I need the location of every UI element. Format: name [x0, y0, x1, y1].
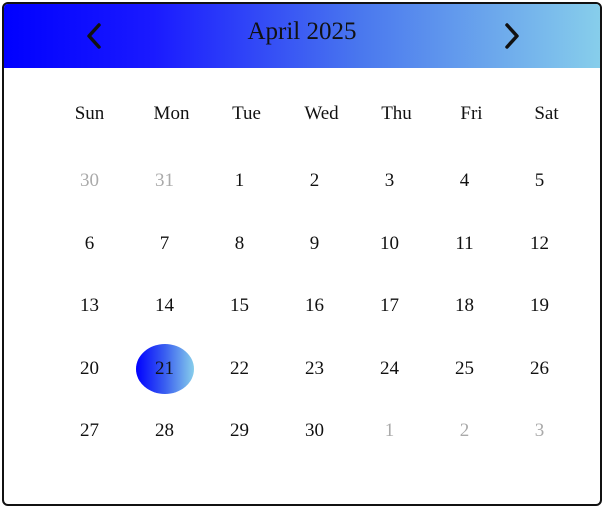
day-number: 21: [155, 357, 174, 379]
day-number: 27: [80, 420, 99, 442]
day-number: 9: [309, 232, 320, 254]
weekday-label: Sat: [534, 103, 559, 124]
day-number: 30: [80, 170, 99, 192]
day-cell[interactable]: 9: [277, 233, 352, 255]
day-cell[interactable]: 15: [202, 295, 277, 317]
day-cell[interactable]: 20: [52, 358, 127, 380]
day-number: 12: [530, 232, 549, 254]
day-cell[interactable]: 2: [427, 420, 502, 442]
day-number: 23: [305, 357, 324, 379]
next-month-button[interactable]: [494, 16, 530, 56]
day-cell[interactable]: 29: [202, 420, 277, 442]
day-number: 16: [305, 295, 324, 317]
day-number: 18: [455, 295, 474, 317]
day-cell[interactable]: 7: [127, 233, 202, 255]
weekday-label: Thu: [381, 103, 412, 124]
day-number: 4: [459, 170, 470, 192]
week-row: 27 28 29 30 1 2 3: [52, 400, 579, 463]
day-cell[interactable]: 28: [127, 420, 202, 442]
day-number: 29: [230, 420, 249, 442]
prev-month-button[interactable]: [76, 16, 112, 56]
day-number: 24: [380, 357, 399, 379]
day-cell[interactable]: 1: [352, 420, 427, 442]
day-cell[interactable]: 22: [202, 358, 277, 380]
day-number: 17: [380, 295, 399, 317]
day-cell[interactable]: 3: [352, 170, 427, 192]
weekday-label: Mon: [153, 103, 190, 124]
day-cell-selected[interactable]: 21: [127, 343, 202, 394]
weekday-label: Wed: [304, 103, 339, 124]
day-number: 13: [80, 295, 99, 317]
day-cell[interactable]: 16: [277, 295, 352, 317]
week-row: 30 31 1 2 3 4 5: [52, 150, 579, 213]
day-number: 5: [534, 170, 545, 192]
week-row: 6 7 8 9 10 11 12: [52, 213, 579, 276]
day-cell[interactable]: 4: [427, 170, 502, 192]
day-cell[interactable]: 1: [202, 170, 277, 192]
day-number: 2: [459, 420, 470, 442]
calendar-grid: Sun Mon Tue Wed Thu Fri Sat 30 31 1 2 3 4 5 6 7 8…: [52, 68, 579, 463]
day-cell[interactable]: 11: [427, 233, 502, 255]
weekday-label: Fri: [460, 103, 483, 124]
day-cell[interactable]: 14: [127, 295, 202, 317]
week-row: 13 14 15 16 17 18 19: [52, 275, 579, 338]
month-title: April 2025: [247, 18, 357, 45]
day-number: 6: [84, 232, 95, 254]
day-cell[interactable]: 19: [502, 295, 577, 317]
chevron-left-icon: [87, 23, 101, 49]
day-number: 7: [159, 232, 170, 254]
day-number: 1: [384, 420, 395, 442]
day-cell[interactable]: 30: [277, 420, 352, 442]
day-number: 26: [530, 357, 549, 379]
day-cell[interactable]: 27: [52, 420, 127, 442]
day-cell[interactable]: 3: [502, 420, 577, 442]
day-cell[interactable]: 5: [502, 170, 577, 192]
day-cell[interactable]: 8: [202, 233, 277, 255]
day-number: 22: [230, 357, 249, 379]
day-cell[interactable]: 26: [502, 358, 577, 380]
day-number: 30: [305, 420, 324, 442]
day-cell[interactable]: 13: [52, 295, 127, 317]
calendar-header: April 2025: [4, 4, 600, 68]
day-cell[interactable]: 30: [52, 170, 127, 192]
day-number: 25: [455, 357, 474, 379]
weekday-label: Sun: [74, 103, 105, 124]
day-number: 3: [534, 420, 545, 442]
day-number: 11: [455, 232, 474, 254]
day-cell[interactable]: 12: [502, 233, 577, 255]
day-number: 10: [380, 232, 399, 254]
day-cell[interactable]: 23: [277, 358, 352, 380]
day-number: 3: [384, 170, 395, 192]
day-cell[interactable]: 10: [352, 233, 427, 255]
day-cell[interactable]: 25: [427, 358, 502, 380]
day-cell[interactable]: 17: [352, 295, 427, 317]
weekday-label: Tue: [232, 103, 261, 124]
weekday-row: Sun Mon Tue Wed Thu Fri Sat: [52, 94, 579, 134]
day-number: 8: [234, 232, 245, 254]
day-number: 14: [155, 295, 174, 317]
day-cell[interactable]: 18: [427, 295, 502, 317]
chevron-right-icon: [505, 23, 519, 49]
day-cell[interactable]: 6: [52, 233, 127, 255]
day-number: 28: [155, 420, 174, 442]
day-cell[interactable]: 31: [127, 170, 202, 192]
weeks-container: 30 31 1 2 3 4 5 6 7 8 9 10 11 12 13 14 15 16 17 18 19 20 21 22 2…: [52, 150, 579, 463]
day-number: 19: [530, 295, 549, 317]
day-number: 20: [80, 357, 99, 379]
day-number: 31: [155, 170, 174, 192]
week-row: 20 21 22 23 24 25 26: [52, 338, 579, 401]
day-cell[interactable]: 2: [277, 170, 352, 192]
day-number: 15: [230, 295, 249, 317]
day-number: 2: [309, 170, 320, 192]
day-cell[interactable]: 24: [352, 358, 427, 380]
day-number: 1: [234, 170, 245, 192]
